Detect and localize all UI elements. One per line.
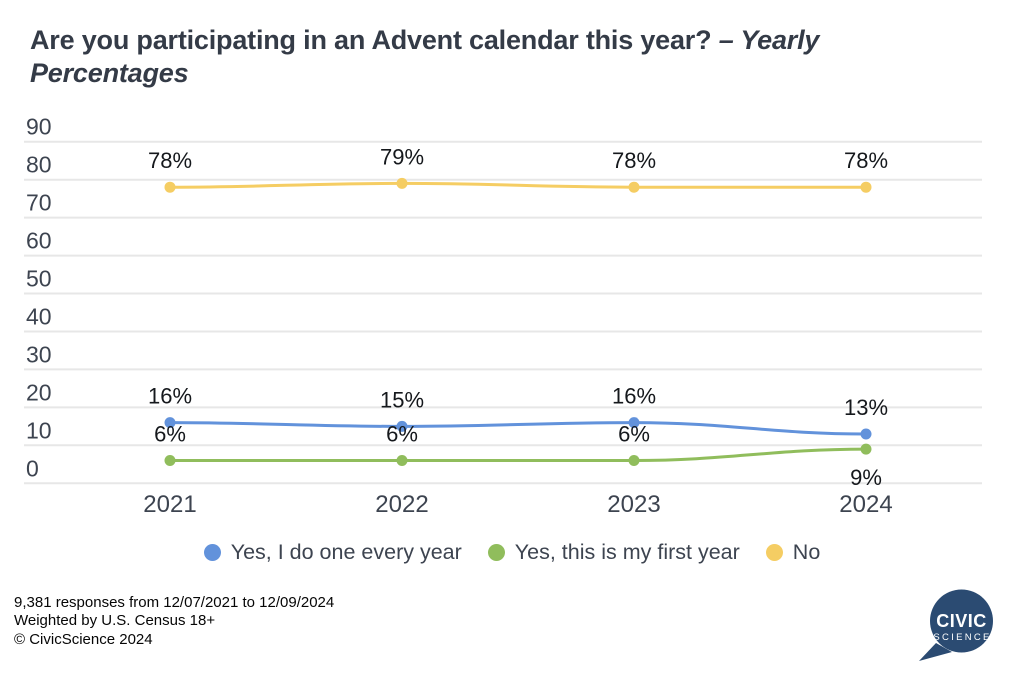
y-axis-tick-label: 90 [26, 114, 52, 140]
y-axis-tick-label: 80 [26, 152, 52, 178]
x-axis-label: 2024 [839, 491, 892, 518]
data-point-label: 79% [380, 144, 424, 169]
data-point-label: 15% [380, 387, 424, 412]
legend-label: Yes, this is my first year [514, 540, 740, 564]
data-point-label: 78% [612, 148, 656, 173]
data-point [628, 181, 640, 193]
series-line [168, 447, 868, 462]
data-point [860, 443, 872, 455]
chart-footnote: 9,381 responses from 12/07/2021 to 12/09… [14, 594, 334, 649]
data-point-label: 16% [148, 384, 192, 409]
chart-title-emphasis: – Yearly Percentages [30, 25, 820, 88]
data-point [628, 417, 640, 429]
legend-dot-icon [203, 544, 221, 561]
y-axis-tick-label: 60 [26, 228, 52, 254]
copyright-note: © CivicScience 2024 [14, 630, 153, 648]
data-point-label: 78% [844, 148, 888, 173]
y-axis-tick-label: 30 [26, 341, 52, 367]
series-line [168, 421, 868, 436]
line-chart-plot-area: 90 80 70 60 50 40 30 20 10 0 2021 2022 2023 2024 16% 15… [24, 114, 982, 518]
legend-label: Yes, I do one every year [230, 540, 462, 564]
legend-item: Yes, I do one every year [203, 540, 462, 565]
x-axis-label: 2023 [607, 491, 660, 518]
data-point [860, 181, 872, 193]
legend-dot-icon [765, 544, 783, 561]
y-axis-tick-label: 20 [26, 379, 52, 405]
legend-dot-icon [487, 544, 505, 561]
y-axis-tick-label: 10 [26, 417, 52, 443]
data-point [396, 420, 408, 432]
civicscience-logo: CIVIC SCIENCE [919, 589, 993, 661]
y-axis-tick-label: 40 [26, 304, 52, 330]
x-axis-label: 2022 [375, 491, 428, 518]
data-point-label: 6% [618, 422, 650, 447]
chart-title: Are you participating in an Advent calen… [30, 24, 942, 90]
y-axis-tick-label: 50 [26, 266, 52, 292]
data-point [860, 428, 872, 440]
weighting-note: Weighted by U.S. Census 18+ [14, 612, 216, 630]
legend-item: Yes, this is my first year [487, 540, 740, 565]
data-point [396, 177, 408, 189]
data-point [164, 455, 176, 466]
y-axis-tick-label: 70 [26, 190, 52, 216]
data-point-label: 16% [612, 384, 656, 409]
logo-text-science: SCIENCE [933, 632, 991, 643]
data-point-label: 6% [386, 422, 418, 447]
y-axis-tick-label: 0 [26, 455, 39, 481]
data-point-label: 78% [148, 148, 192, 173]
data-point [628, 455, 640, 466]
speech-bubble-icon [930, 589, 993, 653]
series-line [168, 181, 868, 189]
data-point [164, 417, 176, 429]
chart-legend: Yes, I do one every year Yes, this is my … [0, 540, 1024, 565]
data-point-label: 13% [844, 395, 888, 420]
responses-note: 9,381 responses from 12/07/2021 to 12/09… [14, 594, 335, 611]
chart-title-main: Are you participating in an Advent calen… [30, 25, 712, 55]
legend-label: No [792, 540, 821, 564]
x-axis-label: 2021 [143, 491, 196, 518]
data-point [396, 455, 408, 466]
logo-text-civic: CIVIC [936, 611, 987, 631]
legend-item: No [765, 540, 821, 565]
speech-bubble-tail-icon [919, 643, 952, 661]
data-point-label: 6% [154, 422, 186, 447]
data-point-label: 9% [850, 465, 882, 490]
data-point [164, 181, 176, 193]
